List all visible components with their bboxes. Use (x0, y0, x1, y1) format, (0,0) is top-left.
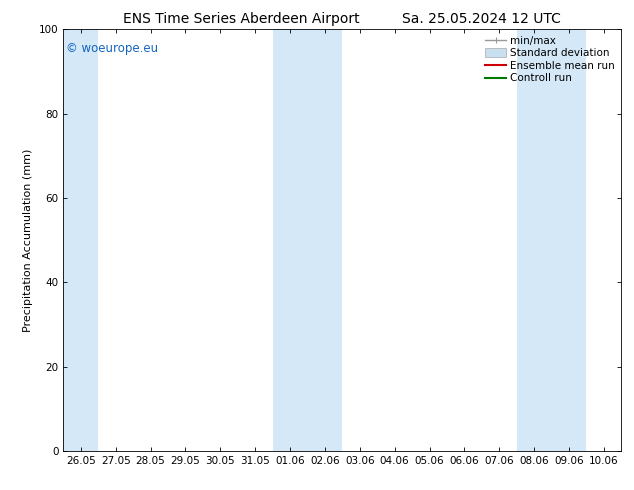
Bar (63, 29, 98, 451)
Text: Sa. 25.05.2024 12 UTC: Sa. 25.05.2024 12 UTC (403, 12, 561, 26)
Bar (517, 29, 586, 451)
Legend: min/max, Standard deviation, Ensemble mean run, Controll run: min/max, Standard deviation, Ensemble me… (481, 31, 619, 88)
Y-axis label: Precipitation Accumulation (mm): Precipitation Accumulation (mm) (23, 148, 34, 332)
Text: ENS Time Series Aberdeen Airport: ENS Time Series Aberdeen Airport (122, 12, 359, 26)
Bar (273, 29, 342, 451)
Text: © woeurope.eu: © woeurope.eu (66, 42, 158, 55)
